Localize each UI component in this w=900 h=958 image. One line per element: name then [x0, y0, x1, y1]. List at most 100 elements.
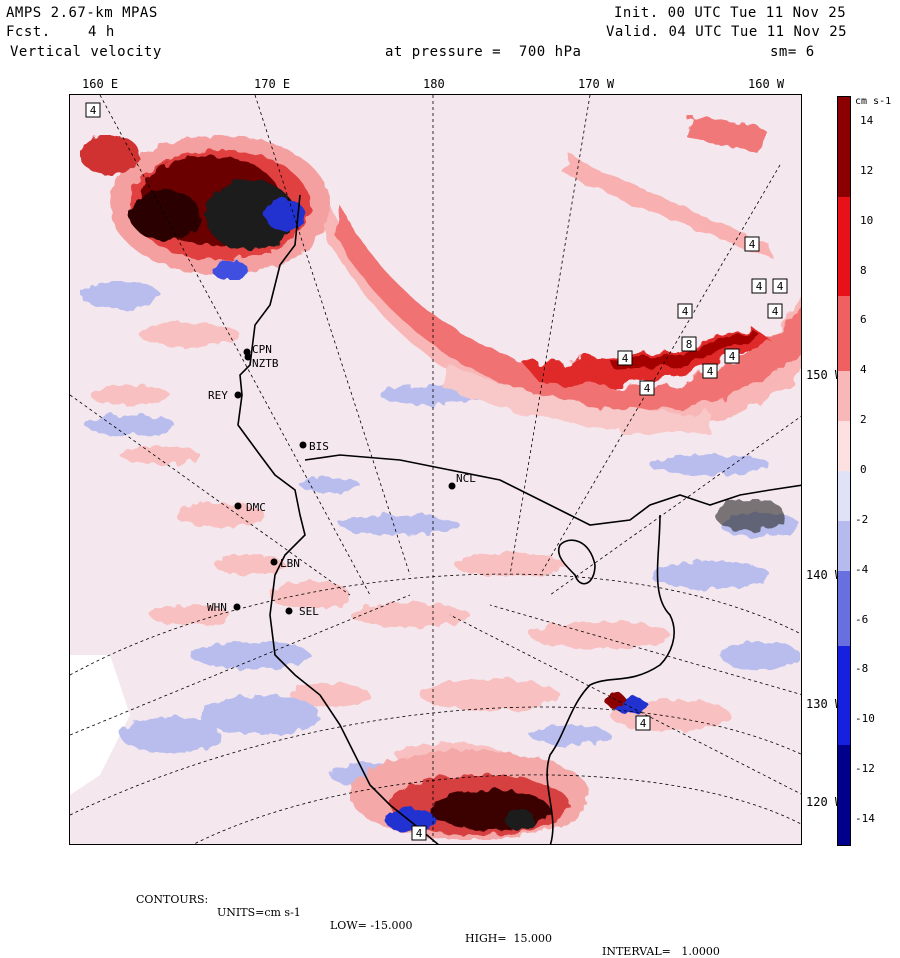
- svg-text:4: 4: [707, 365, 714, 378]
- model-title: AMPS 2.67-km MPAS: [6, 5, 158, 21]
- station-rey: REY: [208, 389, 242, 402]
- contour-label: 4: [724, 348, 740, 364]
- colorbar-tick-label: 0: [860, 463, 867, 476]
- svg-text:4: 4: [416, 827, 423, 840]
- footer-interval: INTERVAL= 1.0000: [602, 945, 720, 958]
- forecast-hour: 4 h: [88, 24, 115, 40]
- colorbar-tick-label: 4: [860, 363, 867, 377]
- station-bis: BIS: [299, 440, 329, 453]
- colorbar-band: [838, 495, 850, 522]
- contour-label: 4: [85, 102, 101, 118]
- svg-text:NCL: NCL: [456, 472, 476, 485]
- svg-text:LBN: LBN: [280, 557, 300, 570]
- colorbar-band: [838, 221, 850, 248]
- colorbar-band: [838, 670, 850, 696]
- colorbar-band: [838, 396, 850, 422]
- coastal-wave-region: [350, 499, 785, 840]
- colorbar-tick-label: 12: [860, 163, 874, 177]
- colorbar: [837, 96, 851, 846]
- svg-text:WHN: WHN: [207, 601, 227, 614]
- colorbar-band: [838, 545, 850, 572]
- colorbar-band: [838, 121, 850, 148]
- colorbar-band: [838, 246, 850, 273]
- lon-label-160w: 160 W: [748, 77, 785, 91]
- lon-label-170w: 170 W: [578, 77, 615, 91]
- svg-text:4: 4: [729, 350, 736, 363]
- station-markers: CPN NZTB REY BIS NCL DMC: [207, 343, 476, 618]
- colorbar-band: [838, 695, 850, 721]
- svg-text:BIS: BIS: [309, 440, 329, 453]
- colorbar-band: [838, 421, 850, 447]
- colorbar-band: [838, 745, 850, 771]
- contour-label: 4: [635, 715, 651, 731]
- colorbar-band: [838, 271, 850, 297]
- station-dmc: DMC: [234, 501, 266, 514]
- colorbar-band: [838, 446, 850, 472]
- colorbar-band: [838, 520, 850, 547]
- colorbar-band: [838, 471, 850, 497]
- svg-text:NZTB: NZTB: [252, 357, 279, 370]
- colorbar-band: [838, 595, 850, 622]
- station-ncl: NCL: [448, 472, 476, 490]
- contour-label: 4: [702, 363, 718, 379]
- contour-label: 4: [617, 350, 633, 366]
- colorbar-tick-label: 2: [860, 413, 867, 427]
- colorbar-tick-label: -12: [855, 762, 875, 776]
- contour-label: 4: [411, 825, 427, 841]
- svg-text:4: 4: [772, 305, 779, 318]
- colorbar-band: [838, 296, 850, 322]
- contour-label: 4: [751, 278, 767, 294]
- vertical-velocity-map: CPN NZTB REY BIS NCL DMC: [70, 95, 801, 844]
- colorbar-tick-label: 10: [860, 213, 874, 227]
- svg-text:4: 4: [90, 104, 97, 117]
- colorbar-tick-label: -6: [855, 612, 869, 626]
- contour-labels: 4 4 4 4 4 4 4 4 4 8 4 4 4: [85, 102, 788, 841]
- colorbar-tick-label: -8: [855, 662, 869, 676]
- contour-label: 4: [767, 303, 783, 319]
- contour-label: 4: [639, 380, 655, 396]
- colorbar-band: [838, 720, 850, 746]
- colorbar-band: [838, 346, 850, 372]
- colorbar-tick-label: 8: [860, 263, 867, 277]
- colorbar-tick-label: 14: [860, 113, 874, 127]
- lon-label-180: 180: [423, 77, 445, 91]
- station-lbn: LBN: [270, 557, 300, 570]
- forecast-label: Fcst.: [6, 24, 51, 40]
- colorbar-band: [838, 146, 850, 173]
- svg-text:4: 4: [756, 280, 763, 293]
- colorbar-band: [838, 770, 850, 796]
- svg-text:8: 8: [686, 338, 693, 351]
- mountain-wave-region: [80, 135, 330, 280]
- colorbar-tick-label: -2: [855, 512, 869, 526]
- coastline: [237, 194, 801, 844]
- contour-info-footer: CONTOURS: UNITS=cm s-1 LOW= -15.000 HIGH…: [0, 880, 900, 958]
- contour-label: 8: [681, 336, 697, 352]
- svg-text:CPN: CPN: [252, 343, 272, 356]
- init-time: Init. 00 UTC Tue 11 Nov 25: [614, 5, 847, 21]
- colorbar-tick-label: -14: [855, 812, 875, 826]
- colorbar-band: [838, 645, 850, 671]
- low-signal-region: [70, 655, 130, 795]
- lon-label-160e: 160 E: [82, 77, 119, 91]
- svg-text:SEL: SEL: [299, 605, 319, 618]
- svg-text:4: 4: [749, 238, 756, 251]
- colorbar-band: [838, 795, 850, 821]
- graticule: [70, 95, 801, 844]
- footer-units: UNITS=cm s-1: [217, 906, 301, 919]
- svg-text:4: 4: [777, 280, 784, 293]
- svg-text:4: 4: [644, 382, 651, 395]
- colorbar-units: cm s-1: [855, 96, 892, 107]
- svg-text:4: 4: [622, 352, 629, 365]
- colorbar-band: [838, 171, 850, 198]
- svg-text:4: 4: [682, 305, 689, 318]
- svg-text:REY: REY: [208, 389, 228, 402]
- station-whn: WHN: [207, 601, 241, 614]
- colorbar-band: [838, 820, 850, 846]
- colorbar-tick-label: -10: [855, 712, 875, 726]
- colorbar-tick-label: 6: [860, 313, 867, 327]
- smoothing-value: sm= 6: [770, 44, 815, 60]
- station-nztb: NZTB: [244, 353, 279, 370]
- colorbar-band: [838, 620, 850, 647]
- contour-label: 4: [677, 303, 693, 319]
- colorbar-band: [838, 371, 850, 397]
